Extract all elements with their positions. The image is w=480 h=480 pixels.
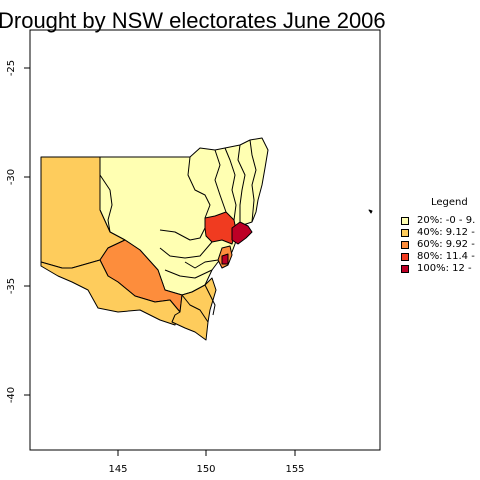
legend-swatch: [401, 252, 409, 261]
map-title: Drought by NSW electorates June 2006: [0, 8, 386, 33]
legend-item: 100%: 12 -: [401, 263, 472, 274]
x-axis: [117, 450, 296, 456]
legend-swatch: [401, 228, 409, 237]
legend-swatch: [401, 216, 409, 225]
legend-item: 20%: -0 - 9.: [401, 215, 475, 226]
legend-item: 40%: 9.12 -: [401, 227, 475, 238]
y-tick-label: -40: [6, 387, 17, 403]
region-newcastle[interactable]: [231, 221, 253, 245]
y-tick-label: -35: [6, 278, 17, 294]
legend-label: 40%: 9.12 -: [417, 227, 475, 238]
region-hunter[interactable]: [204, 211, 237, 245]
y-axis: [24, 67, 30, 396]
nsw-map: [40, 137, 373, 341]
x-tick-label: 150: [196, 464, 215, 475]
electorate-boundaries: [99, 139, 257, 323]
legend-label: 100%: 12 -: [417, 263, 472, 274]
island: [368, 209, 373, 214]
legend-label: 20%: -0 - 9.: [417, 215, 476, 226]
legend-swatch: [401, 240, 409, 249]
plot-frame: [29, 29, 381, 451]
y-tick-label: -30: [6, 169, 17, 185]
legend-item: 80%: 11.4 -: [401, 251, 475, 262]
y-tick-label: -25: [6, 60, 17, 76]
legend-label: 60%: 9.92 -: [417, 239, 475, 250]
region-sydney-core[interactable]: [221, 253, 229, 265]
legend-label: 80%: 11.4 -: [417, 251, 475, 262]
legend-title: Legend: [431, 197, 468, 208]
x-tick-label: 145: [108, 464, 127, 475]
legend-item: 60%: 9.92 -: [401, 239, 475, 250]
x-tick-label: 155: [285, 464, 304, 475]
legend-swatch: [401, 264, 409, 273]
